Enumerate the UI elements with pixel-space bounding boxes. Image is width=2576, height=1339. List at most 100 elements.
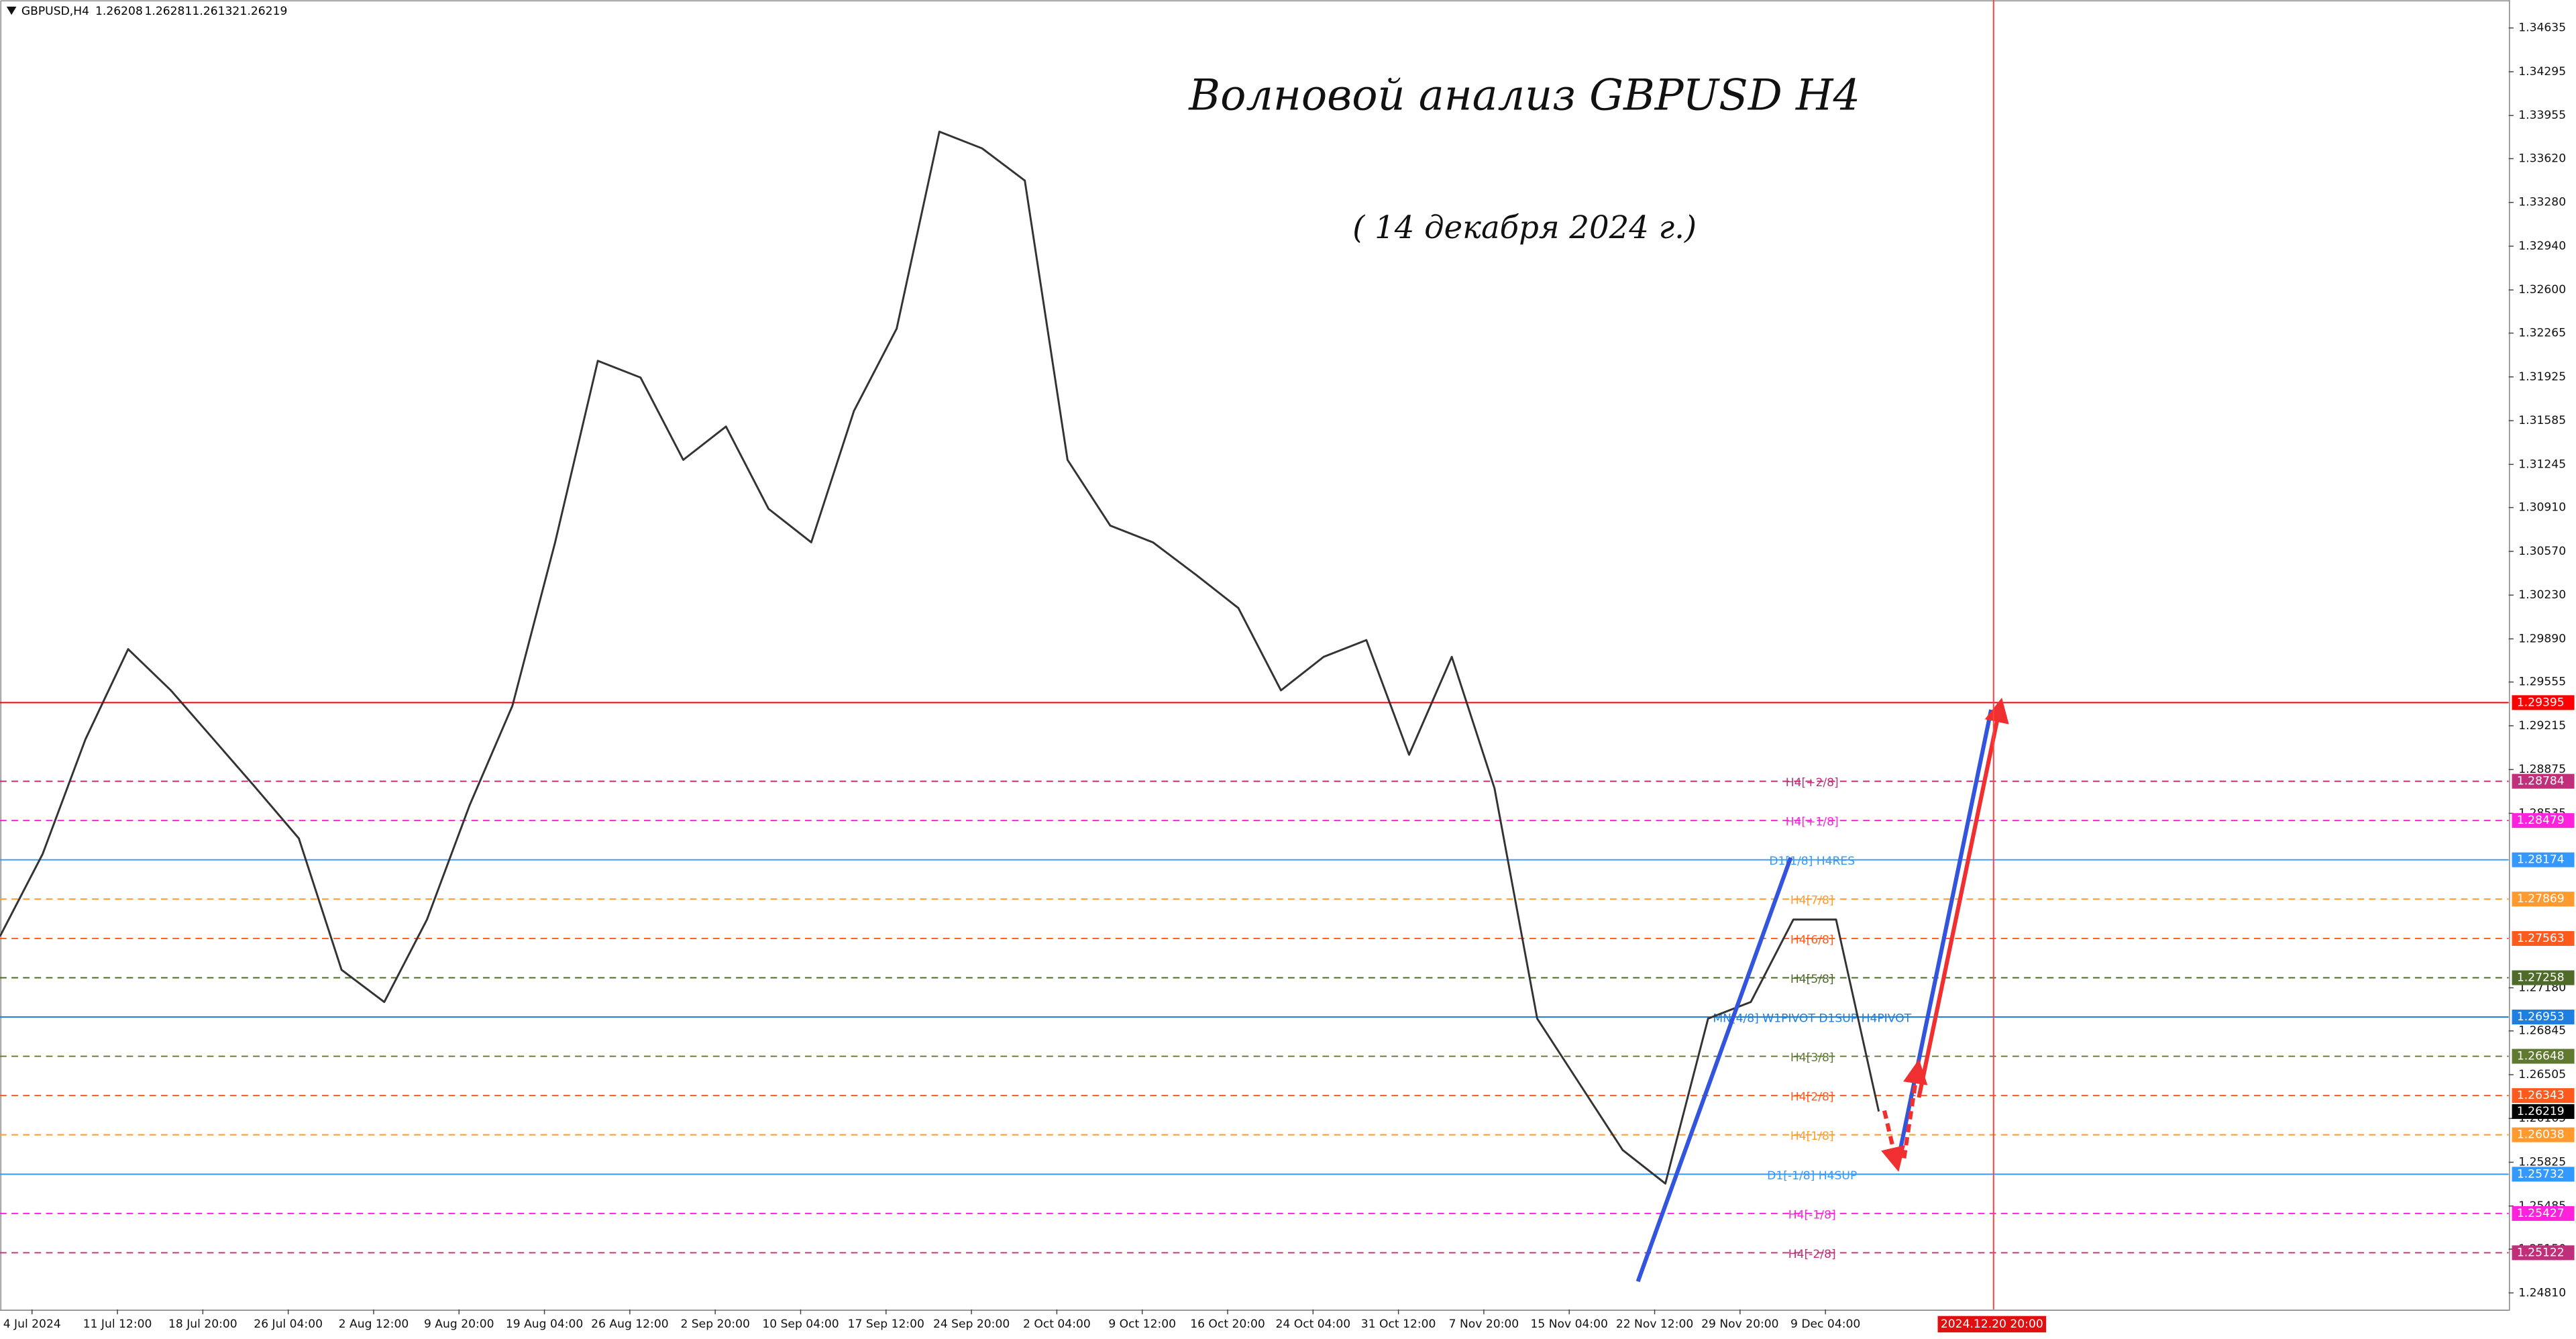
y-tick-label: 1.33620 bbox=[2518, 152, 2566, 165]
x-tick-label: 15 Nov 04:00 bbox=[1531, 1318, 1608, 1331]
level-label: H4[6/8] bbox=[1790, 933, 1834, 947]
price-tag bbox=[2512, 1088, 2575, 1104]
price-tag-label: 1.28174 bbox=[2517, 853, 2565, 867]
price-tag-label: 1.27258 bbox=[2517, 971, 2565, 984]
price-tag-label: 1.28479 bbox=[2517, 814, 2565, 827]
price-tag bbox=[2512, 970, 2575, 985]
x-tick-label: 16 Oct 20:00 bbox=[1190, 1318, 1265, 1331]
x-tick-label: 17 Sep 12:00 bbox=[848, 1318, 924, 1331]
time-marker-tag bbox=[1937, 1316, 2047, 1333]
x-tick-label: 19 Aug 04:00 bbox=[506, 1318, 583, 1331]
wave-arrow bbox=[1902, 1059, 1928, 1159]
x-tick-label: 26 Aug 12:00 bbox=[591, 1318, 668, 1331]
level-label: H4[3/8] bbox=[1790, 1051, 1834, 1065]
wave-annotations bbox=[1635, 698, 2009, 1283]
x-tick-label: 18 Jul 20:00 bbox=[168, 1318, 237, 1331]
price-tag bbox=[2512, 773, 2575, 789]
low-price: 1.26132 bbox=[193, 5, 240, 18]
chart-subtitle: ( 14 декабря 2024 г.) bbox=[1352, 209, 1697, 246]
level-label: D1[1/8] H4RES bbox=[1769, 855, 1855, 868]
price-tag bbox=[2512, 1010, 2575, 1025]
y-tick-label: 1.34295 bbox=[2518, 65, 2566, 78]
time-marker-label: 2024.12.20 20:00 bbox=[1941, 1318, 2043, 1331]
wave-arrow bbox=[1917, 698, 2009, 1098]
price-tag bbox=[2512, 695, 2575, 710]
close-price: 1.26219 bbox=[240, 5, 288, 18]
symbol: GBPUSD,H4 bbox=[21, 5, 89, 18]
price-tag-label: 1.25427 bbox=[2517, 1207, 2565, 1220]
y-tick-label: 1.34635 bbox=[2518, 21, 2566, 35]
y-tick-label: 1.31925 bbox=[2518, 370, 2566, 384]
level-label: H4[-1/8] bbox=[1788, 1208, 1836, 1222]
y-tick-label: 1.26845 bbox=[2518, 1024, 2566, 1038]
y-tick-label: 1.26505 bbox=[2518, 1068, 2566, 1081]
wave-arrow bbox=[1881, 1110, 1905, 1172]
level-label: MN[4/8] W1PIVOT D1SUP H4PIVOT bbox=[1713, 1012, 1911, 1025]
price-tag bbox=[2512, 1206, 2575, 1221]
y-tick-label: 1.32600 bbox=[2518, 283, 2566, 297]
y-tick-label: 1.29555 bbox=[2518, 676, 2566, 689]
price-tag bbox=[2512, 852, 2575, 867]
y-tick-label: 1.33280 bbox=[2518, 196, 2566, 209]
level-label: H4[+1/8] bbox=[1786, 816, 1839, 829]
price-tag-label: 1.27869 bbox=[2517, 892, 2565, 906]
level-label: H4[2/8] bbox=[1790, 1091, 1834, 1104]
price-tag-label: 1.26038 bbox=[2517, 1128, 2565, 1142]
y-tick-label: 1.28875 bbox=[2518, 763, 2566, 776]
level-label: D1[-1/8] H4SUP bbox=[1767, 1169, 1857, 1183]
x-tick-label: 9 Dec 04:00 bbox=[1790, 1318, 1860, 1331]
price-tag bbox=[2512, 1127, 2575, 1142]
y-tick-label: 1.30570 bbox=[2518, 545, 2566, 558]
y-tick-label: 1.32265 bbox=[2518, 327, 2566, 340]
y-tick-label: 1.32940 bbox=[2518, 239, 2566, 253]
x-tick-label: 2 Oct 04:00 bbox=[1023, 1318, 1091, 1331]
x-tick-label: 9 Aug 20:00 bbox=[424, 1318, 494, 1331]
price-tag-label: 1.27563 bbox=[2517, 932, 2565, 945]
x-tick-label: 4 Jul 2024 bbox=[3, 1318, 61, 1331]
price-tag-label: 1.25122 bbox=[2517, 1246, 2565, 1259]
y-tick-label: 1.31585 bbox=[2518, 414, 2566, 427]
x-tick-label: 11 Jul 12:00 bbox=[83, 1318, 152, 1331]
price-tag-label: 1.29395 bbox=[2517, 696, 2565, 709]
y-tick-label: 1.30910 bbox=[2518, 501, 2566, 515]
price-line bbox=[0, 130, 1880, 1185]
y-tick-label: 1.30230 bbox=[2518, 588, 2566, 602]
level-label: H4[-2/8] bbox=[1788, 1248, 1836, 1261]
level-label: H4[5/8] bbox=[1790, 973, 1834, 986]
price-tag bbox=[2512, 1245, 2575, 1261]
header-icon bbox=[6, 6, 17, 15]
price-tag bbox=[2512, 930, 2575, 946]
y-tick-label: 1.25825 bbox=[2518, 1156, 2566, 1169]
chart-title: Волновой анализ GBPUSD H4 bbox=[1188, 70, 1860, 120]
y-tick-label: 1.33955 bbox=[2518, 109, 2566, 122]
price-tag-label: 1.28784 bbox=[2517, 775, 2565, 788]
x-tick-label: 7 Nov 20:00 bbox=[1449, 1318, 1519, 1331]
last-price-label: 1.26219 bbox=[2517, 1105, 2565, 1118]
wave-line bbox=[1635, 857, 1793, 1283]
level-label: H4[1/8] bbox=[1790, 1130, 1834, 1143]
levels: H4[+2/8] H4[+1/8] D1[1/8] H4RES H4[7/8] H4[6… bbox=[0, 702, 2509, 1261]
price-tag bbox=[2512, 1049, 2575, 1064]
price-tag bbox=[2512, 813, 2575, 828]
level-label: H4[+2/8] bbox=[1786, 776, 1839, 790]
y-tick-label: 1.31245 bbox=[2518, 458, 2566, 471]
x-tick-label: 31 Oct 12:00 bbox=[1361, 1318, 1436, 1331]
price-tag-label: 1.25732 bbox=[2517, 1167, 2565, 1181]
price-tag-label: 1.26953 bbox=[2517, 1010, 2565, 1024]
price-tag-label: 1.26648 bbox=[2517, 1050, 2565, 1063]
x-tick-label: 29 Nov 20:00 bbox=[1701, 1318, 1778, 1331]
x-tick-label: 2 Sep 20:00 bbox=[680, 1318, 749, 1331]
x-tick-label: 26 Jul 04:00 bbox=[254, 1318, 323, 1331]
high-price: 1.26281 bbox=[145, 5, 193, 18]
x-tick-label: 10 Sep 04:00 bbox=[762, 1318, 839, 1331]
price-tag bbox=[2512, 892, 2575, 907]
series bbox=[0, 130, 1880, 1185]
x-tick-label: 2 Aug 12:00 bbox=[339, 1318, 409, 1331]
price-tag bbox=[2512, 1167, 2575, 1182]
level-label: H4[7/8] bbox=[1790, 894, 1834, 908]
x-tick-label: 24 Sep 20:00 bbox=[933, 1318, 1010, 1331]
